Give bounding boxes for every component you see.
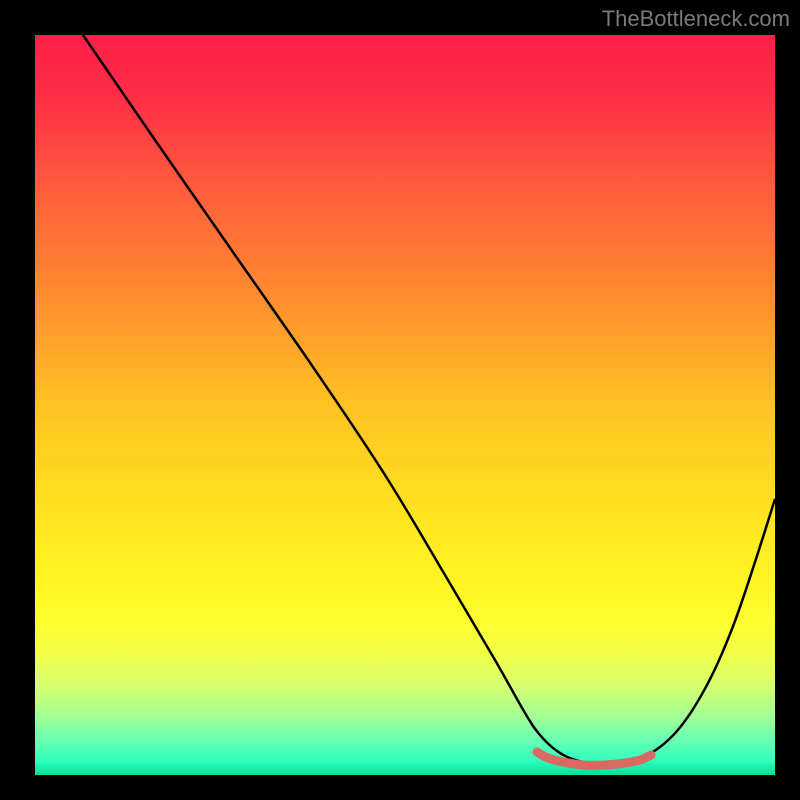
chart-background <box>35 35 775 775</box>
bottleneck-chart <box>35 35 775 775</box>
watermark-text: TheBottleneck.com <box>602 6 790 32</box>
chart-svg <box>35 35 775 775</box>
